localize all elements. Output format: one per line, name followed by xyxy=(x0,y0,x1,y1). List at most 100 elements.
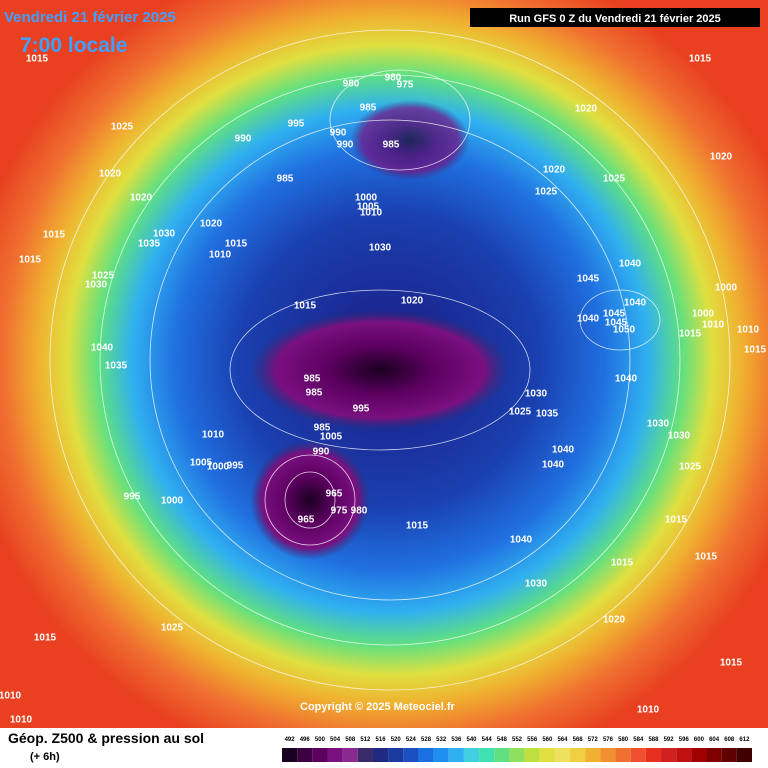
isobar-label: 1020 xyxy=(401,296,424,307)
scale-swatch xyxy=(418,748,434,762)
scale-swatch xyxy=(463,748,480,762)
scale-label: 584 xyxy=(633,737,644,743)
footer-lead: (+ 6h) xyxy=(30,751,60,763)
scale-label: 596 xyxy=(679,737,690,743)
scale-label: 580 xyxy=(618,737,629,743)
isobar-label: 1040 xyxy=(619,259,642,270)
isobar-label: 1015 xyxy=(665,515,688,526)
isobar-label: 965 xyxy=(298,515,315,526)
isobar-label: 1000 xyxy=(207,462,230,473)
isobar-label: 995 xyxy=(227,461,244,472)
isobar-label: 1015 xyxy=(720,658,743,669)
isobar-label: 1045 xyxy=(605,318,628,329)
isobar-label: 990 xyxy=(330,128,347,139)
scale-swatch xyxy=(433,748,449,762)
scale-label: 544 xyxy=(482,737,493,743)
isobar-label: 1015 xyxy=(19,255,42,266)
scale-label: 532 xyxy=(436,737,447,743)
isobar-label: 995 xyxy=(353,404,370,415)
date: Vendredi 21 février 2025 xyxy=(4,9,176,26)
scale-label: 520 xyxy=(391,737,402,743)
scale-swatch xyxy=(312,748,328,762)
scale-swatch xyxy=(357,748,373,762)
scale-swatch xyxy=(448,748,464,762)
scale-swatch xyxy=(721,748,737,762)
isobar-label: 1015 xyxy=(679,329,702,340)
isobar-label: 1045 xyxy=(577,274,600,285)
isobar-label: 1010 xyxy=(702,320,725,331)
scale-swatch xyxy=(327,748,343,762)
isobar-label: 1015 xyxy=(406,521,429,532)
scale-label: 504 xyxy=(330,737,341,743)
isobar-label: 1025 xyxy=(509,407,532,418)
isobar-label: 1030 xyxy=(525,579,548,590)
run-info: Run GFS 0 Z du Vendredi 21 février 2025 xyxy=(509,13,721,25)
scale-label: 552 xyxy=(512,737,523,743)
scale-label: 556 xyxy=(527,737,538,743)
isobar-label: 1015 xyxy=(695,552,718,563)
isobar-label: 1030 xyxy=(85,280,108,291)
scale-swatch xyxy=(736,748,752,762)
isobars xyxy=(49,29,731,691)
scale-label: 592 xyxy=(664,737,675,743)
isobar-label: 1015 xyxy=(34,633,57,644)
scale-label: 588 xyxy=(648,737,659,743)
scale-swatch xyxy=(585,748,601,762)
isobar-label: 1015 xyxy=(744,345,767,356)
isobar-label: 1000 xyxy=(355,193,378,204)
scale-swatch xyxy=(600,748,616,762)
isobar-label: 1020 xyxy=(130,193,153,204)
isobar-label: 1030 xyxy=(369,243,392,254)
scale-swatch xyxy=(570,748,586,762)
isobar-label: 1000 xyxy=(692,309,715,320)
scale-label: 604 xyxy=(709,737,720,743)
isobar-label: 1005 xyxy=(320,432,343,443)
scale-label: 512 xyxy=(360,737,371,743)
isobar-label: 1015 xyxy=(294,301,317,312)
scale-swatch xyxy=(539,748,555,762)
isobar-label: 1040 xyxy=(510,535,533,546)
time: 7:00 locale xyxy=(20,34,127,57)
scale-swatch xyxy=(509,748,525,762)
scale-swatch xyxy=(494,748,510,762)
scale-label: 608 xyxy=(724,737,735,743)
scale-label: 528 xyxy=(421,737,432,743)
scale-label: 492 xyxy=(285,737,296,743)
isobar-label: 1015 xyxy=(225,239,248,250)
scale-swatch xyxy=(403,748,419,762)
isobar-label: 1000 xyxy=(161,496,184,507)
isobar-label: 985 xyxy=(360,103,377,114)
isobar-label: 1025 xyxy=(161,623,184,634)
isobar-label: 1015 xyxy=(43,230,66,241)
isobar-label: 1015 xyxy=(689,54,712,65)
isobar-label: 1015 xyxy=(26,54,49,65)
isobar-label: 1015 xyxy=(611,558,634,569)
scale-label: 516 xyxy=(376,737,387,743)
isobar-label: 985 xyxy=(383,140,400,151)
isobar-label: 1020 xyxy=(710,152,733,163)
scale-swatch xyxy=(630,748,646,762)
isobar-label: 1020 xyxy=(575,104,598,115)
isobar-label: 990 xyxy=(235,134,252,145)
isobar-label: 1020 xyxy=(543,165,566,176)
scale-swatch xyxy=(372,748,389,762)
isobar-label: 1030 xyxy=(647,419,670,430)
isobar-label: 1000 xyxy=(715,283,738,294)
isobar-label: 1010 xyxy=(737,325,760,336)
isobar-label: 965 xyxy=(326,489,343,500)
isobar-label: 1010 xyxy=(209,250,232,261)
isobar-label: 1035 xyxy=(138,239,161,250)
isobar-label: 1010 xyxy=(637,705,660,716)
isobar-label: 1020 xyxy=(200,219,223,230)
isobar-label: 995 xyxy=(288,119,305,130)
isobar-label: 980 xyxy=(351,506,368,517)
isobar-label: 1025 xyxy=(111,122,134,133)
isobar-label: 1040 xyxy=(624,298,647,309)
scale-swatch xyxy=(554,748,571,762)
isobar-label: 1035 xyxy=(536,409,559,420)
isobar-label: 1005 xyxy=(190,458,213,469)
isobar-label: 1050 xyxy=(613,325,636,336)
low-area xyxy=(250,310,510,430)
isobar-label: 1025 xyxy=(535,187,558,198)
